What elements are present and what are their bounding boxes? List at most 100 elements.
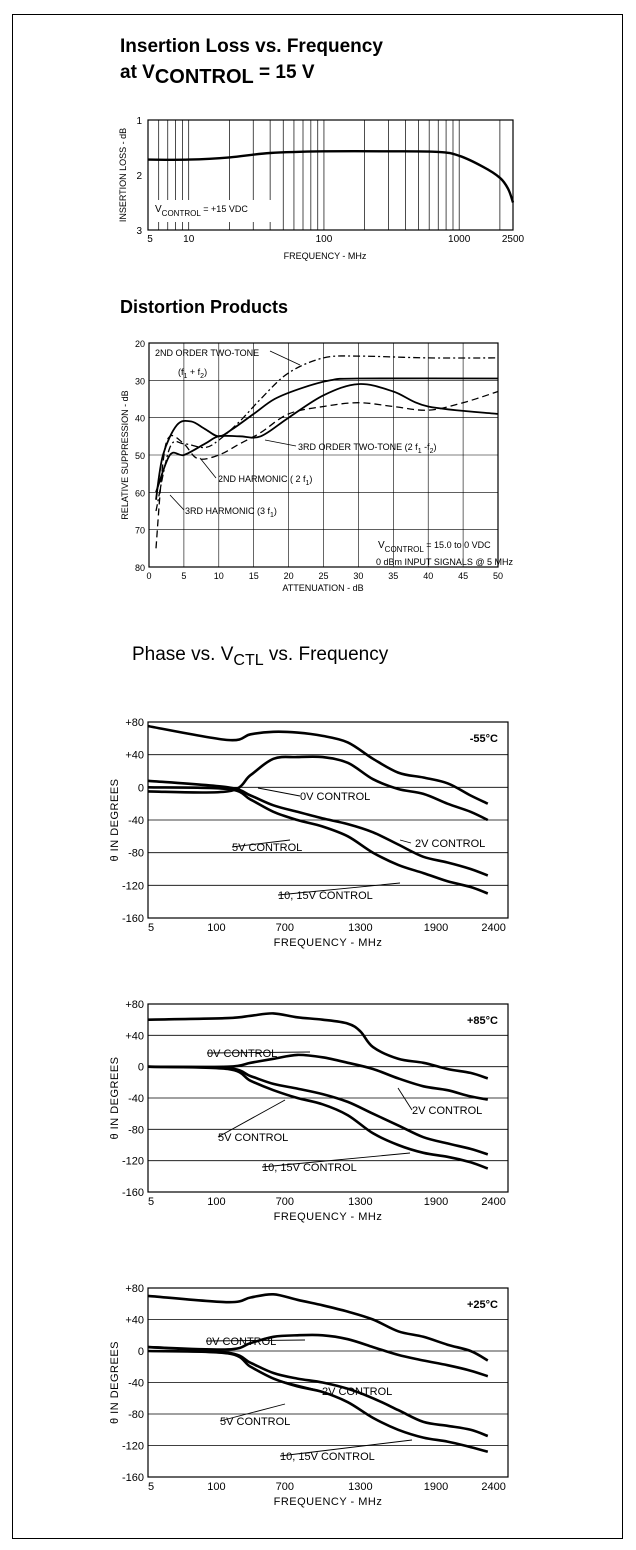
phase-series-line — [147, 1065, 489, 1156]
phase-x-tick-label: 2400 — [481, 922, 505, 934]
phase-y-tick-label: +80 — [125, 999, 144, 1011]
phase-ylabel: θ IN DEGREES — [109, 1056, 121, 1139]
phase-y-tick-label: +40 — [125, 1030, 144, 1042]
phase-series-label: 0V CONTROL — [207, 1048, 277, 1060]
phase-ylabel: θ IN DEGREES — [109, 778, 121, 861]
phase-y-tick-label: 0 — [138, 1346, 144, 1358]
phase-series-line — [147, 786, 489, 895]
phase-y-tick-label: -160 — [122, 1187, 144, 1199]
dist-x-tick-label: 50 — [493, 571, 503, 581]
phase-xlabel: FREQUENCY - MHz — [274, 1211, 383, 1223]
phase-y-tick-label: -80 — [128, 1124, 144, 1136]
dist-xlabel: ATTENUATION - dB — [282, 583, 363, 593]
dist-note-2: 0 dBm INPUT SIGNALS @ 5 MHz — [376, 557, 514, 567]
phase-series-line — [147, 1012, 489, 1080]
dist-x-tick-label: 30 — [353, 571, 363, 581]
il-title-line1: Insertion Loss vs. Frequency — [120, 36, 383, 57]
dist-y-tick-label: 20 — [135, 339, 145, 349]
phase-x-tick-label: 2400 — [481, 1481, 505, 1493]
phase-y-tick-label: -40 — [128, 815, 144, 827]
phase-label-leader — [279, 1439, 413, 1457]
il-ylabel: INSERTION LOSS - dB — [118, 128, 128, 222]
dist-y-tick-label: 70 — [135, 526, 145, 536]
phase-y-tick-label: -120 — [122, 1441, 144, 1453]
il-y-tick-label: 1 — [136, 116, 142, 127]
phase-temp-label: -55°C — [470, 733, 498, 745]
phase-series-line — [147, 779, 489, 877]
phase-series-line — [147, 1345, 489, 1438]
dist-label-3rd-harmonic: 3RD HARMONIC (3 f1) — [185, 506, 277, 519]
insertion-loss-chart: 5 10 100 1000 2500 1 2 3 VCONTROL = +15 VDC FRE… — [118, 116, 525, 261]
phase-x-tick-label: 1300 — [348, 1481, 372, 1493]
phase-x-tick-label: 5 — [148, 922, 154, 934]
phase-label-leader — [399, 839, 412, 844]
dist-x-tick-label: 10 — [214, 571, 224, 581]
dist-note-1: VCONTROL = 15.0 to 0 VDC — [378, 540, 491, 554]
phase-series-label: 5V CONTROL — [220, 1416, 290, 1428]
phase-xlabel: FREQUENCY - MHz — [274, 937, 383, 949]
dist-label-2nd-order: 2ND ORDER TWO-TONE — [155, 348, 259, 358]
il-plot-area — [147, 119, 514, 231]
phase-y-tick-label: -40 — [128, 1093, 144, 1105]
phase-y-tick-label: +80 — [125, 717, 144, 729]
phase-series-label: 2V CONTROL — [415, 838, 485, 850]
il-y-tick-label: 3 — [136, 226, 142, 237]
dist-y-tick-label: 80 — [135, 563, 145, 573]
phase-x-tick-label: 1900 — [424, 1481, 448, 1493]
phase-label-leader — [217, 1099, 286, 1138]
phase-x-tick-label: 1300 — [348, 922, 372, 934]
il-x-tick-label: 1000 — [448, 234, 471, 245]
distortion-chart: 0 5 10 15 20 25 30 35 40 45 50 20 30 40 50 60 70 80 2ND O… — [120, 339, 514, 593]
dist-leader-3rd-order — [264, 439, 297, 447]
il-x-tick-label: 10 — [183, 234, 195, 245]
phase-series-label: 0V CONTROL — [206, 1336, 276, 1348]
dist-label-3rd-order: 3RD ORDER TWO-TONE (2 f1 -f2) — [298, 442, 437, 455]
il-grid — [158, 120, 501, 230]
il-annotation: VCONTROL = +15 VDC — [155, 204, 248, 218]
dist-y-tick-label: 60 — [135, 488, 145, 498]
phase-x-tick-label: 100 — [207, 1196, 225, 1208]
phase-title: Phase vs. VCTL vs. Frequency — [132, 644, 389, 669]
il-y-tick-label: 2 — [136, 171, 142, 182]
phase-label-leader — [206, 1051, 311, 1054]
il-series-line — [147, 150, 515, 203]
phase-series-label: 5V CONTROL — [232, 842, 302, 854]
phase-y-tick-label: +40 — [125, 1315, 144, 1327]
dist-label-2nd-harmonic: 2ND HARMONIC ( 2 f1) — [218, 474, 312, 487]
dist-y-tick-label: 40 — [135, 414, 145, 424]
phase-x-tick-label: 5 — [148, 1481, 154, 1493]
phase-y-tick-label: -40 — [128, 1378, 144, 1390]
il-x-tick-label: 100 — [316, 234, 333, 245]
phase-y-tick-label: -160 — [122, 1472, 144, 1484]
phase-y-tick-label: -160 — [122, 913, 144, 925]
dist-leader-2nd-harmonic — [199, 457, 217, 479]
phase-x-tick-label: 100 — [207, 1481, 225, 1493]
phase-label-leader — [277, 882, 401, 896]
phase-series-label: 5V CONTROL — [218, 1132, 288, 1144]
phase-label-leader — [231, 839, 291, 848]
dist-x-tick-label: 20 — [284, 571, 294, 581]
il-x-tick-label: 5 — [147, 234, 153, 245]
dist-x-tick-label: 45 — [458, 571, 468, 581]
phase-series-label: 10, 15V CONTROL — [278, 890, 373, 902]
phase-y-tick-label: 0 — [138, 782, 144, 794]
dist-ticks: 0 5 10 15 20 25 30 35 40 45 50 20 30 40 50 60 70 80 — [135, 339, 503, 581]
phase-label-leader — [257, 787, 301, 797]
phase-xlabel: FREQUENCY - MHz — [274, 1496, 383, 1508]
phase-series-label: 10, 15V CONTROL — [262, 1162, 357, 1174]
phase-x-tick-label: 1300 — [348, 1196, 372, 1208]
page-frame — [12, 14, 623, 1539]
dist-leader-2nd-order — [269, 350, 301, 366]
dist-grid — [149, 343, 498, 567]
phase-x-tick-label: 1900 — [424, 922, 448, 934]
phase-x-tick-label: 2400 — [481, 1196, 505, 1208]
phase-series-label: 0V CONTROL — [300, 791, 370, 803]
phase-series-line — [147, 1065, 489, 1170]
phase-chart-plus85: +80 +40 0 -40 -80 -120 -160 5 100 700 1300 1900 2400… — [109, 999, 509, 1223]
phase-y-tick-label: +40 — [125, 750, 144, 762]
il-ticks: 5 10 100 1000 2500 1 2 3 — [136, 116, 524, 245]
phase-x-tick-label: 700 — [276, 1196, 294, 1208]
dist-leader-3rd-harmonic — [169, 494, 185, 511]
phase-series-line — [147, 1292, 489, 1362]
phase-x-tick-label: 700 — [276, 1481, 294, 1493]
